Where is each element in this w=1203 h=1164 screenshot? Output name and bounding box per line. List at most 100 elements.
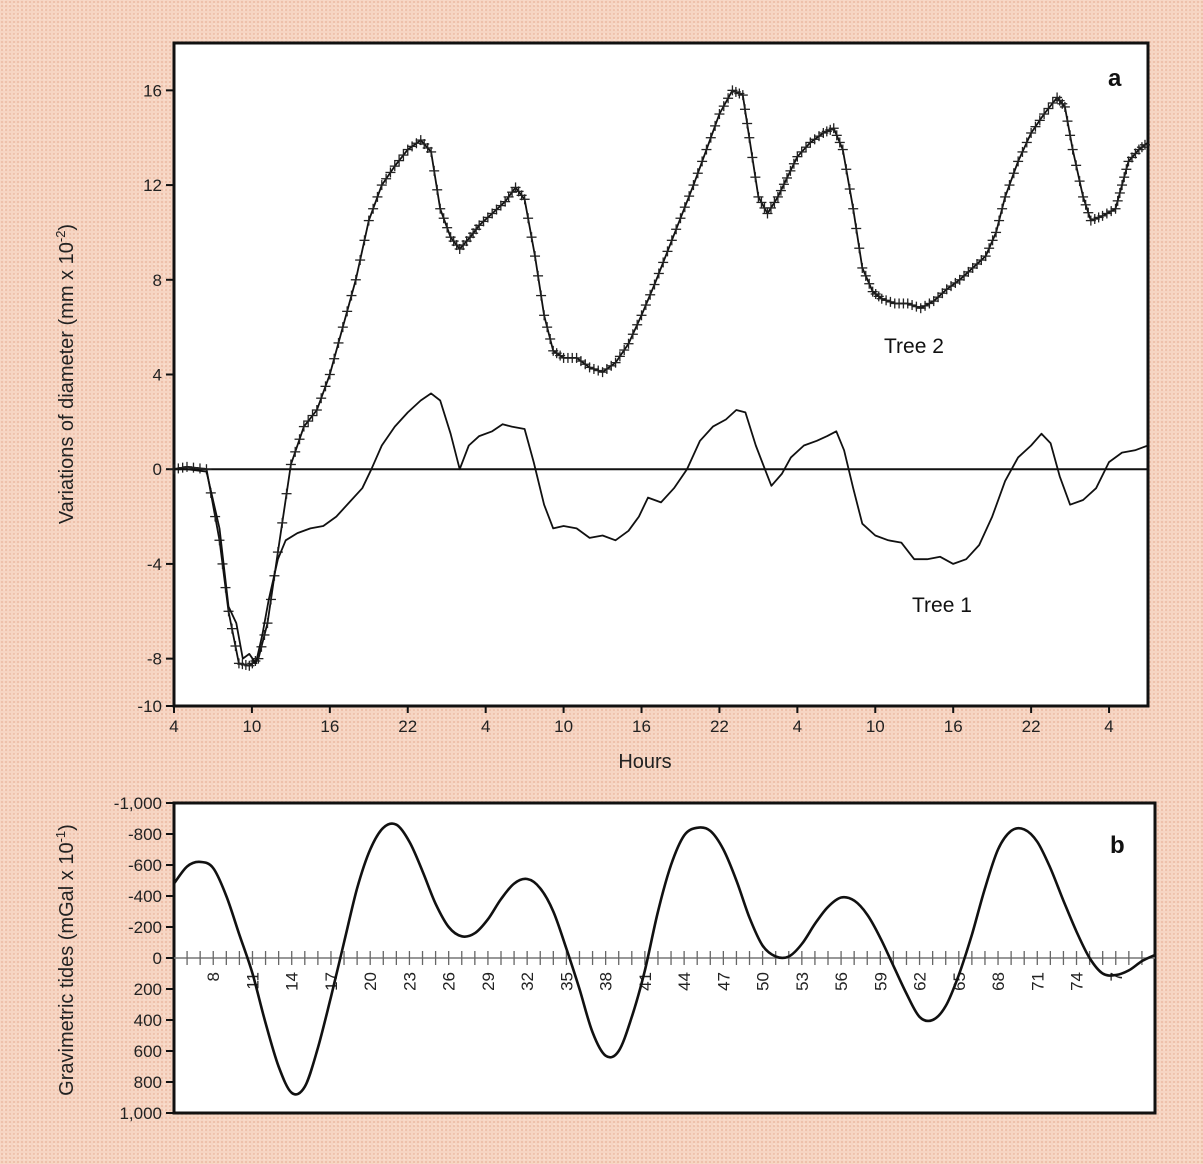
tree-2-marker — [623, 338, 634, 349]
panel-b-x-tick-label: 71 — [1028, 972, 1047, 991]
tree-2-marker — [177, 462, 188, 473]
tree-2-marker — [355, 255, 366, 266]
panel-a-x-tick-label: 4 — [169, 717, 178, 736]
panel-a-x-axis-title: Hours — [618, 751, 671, 773]
series-label-tree-2: Tree 2 — [884, 335, 944, 358]
tree-2-marker — [984, 243, 995, 254]
tree-2-marker — [316, 393, 327, 404]
panel-a-x-tick-label: 22 — [710, 717, 729, 736]
tree-2-marker — [692, 168, 703, 179]
panel-a-y-axis-title-close: ) — [56, 224, 78, 231]
tree-2-marker — [1097, 210, 1108, 221]
tree-2-marker — [435, 203, 446, 214]
panel-b-x-tick-label: 68 — [989, 972, 1008, 991]
tree-2-marker — [718, 101, 729, 112]
tree-2-marker — [881, 295, 892, 306]
tree-2-marker — [381, 173, 392, 184]
tree-2-marker — [854, 243, 865, 254]
tree-2-marker — [290, 446, 301, 457]
panel-b-minor-ticks — [186, 951, 1143, 965]
tree-2-marker — [710, 120, 721, 131]
tree-2-marker — [277, 517, 288, 528]
tree-2-marker — [389, 161, 400, 172]
tree-2-marker — [320, 381, 331, 392]
tree-2-marker — [342, 306, 353, 317]
panel-a-x-tick-label: 16 — [944, 717, 963, 736]
tree-2-marker — [303, 416, 314, 427]
panel-a-x-tick-label: 16 — [320, 717, 339, 736]
panel-b-y-tick-label: 800 — [134, 1073, 162, 1092]
tree-2-marker — [536, 290, 547, 301]
panel-b-y-tick-label: -400 — [128, 887, 162, 906]
panel-b-letter: b — [1110, 832, 1125, 859]
tree-2-marker — [426, 146, 437, 157]
tree-2-marker — [1067, 144, 1078, 155]
tree-2-marker — [697, 156, 708, 167]
gravimetric-tide-curve — [172, 822, 1156, 1096]
tree-2-marker — [684, 191, 695, 202]
tree-2-marker — [649, 279, 660, 290]
tree-2-marker — [372, 191, 383, 202]
tree-2-marker — [632, 319, 643, 330]
tree-2-marker — [645, 289, 656, 300]
tree-2-marker — [1112, 195, 1123, 206]
tree-2-marker — [324, 369, 335, 380]
tree-2-marker — [753, 191, 764, 202]
panel-a-x-tick-label: 4 — [1104, 717, 1113, 736]
tree-2-marker — [1078, 191, 1089, 202]
tree-2-marker — [359, 235, 370, 246]
tree-2-marker — [333, 337, 344, 348]
panel-b-y-tick-label: 200 — [134, 980, 162, 999]
tree-2-marker — [848, 203, 859, 214]
panel-a-y-tick-label: -10 — [137, 697, 162, 716]
tree-2-marker — [675, 213, 686, 224]
panel-b-x-tick-label: 8 — [204, 972, 223, 981]
panel-b-x-tick-label: 20 — [361, 972, 380, 991]
panel-b-x-tick-label: 47 — [714, 972, 733, 991]
panel-b-x-tick-label: 7 — [1107, 972, 1126, 981]
panel-b-x-tick-label: 32 — [518, 972, 537, 991]
tree-2-marker — [785, 165, 796, 176]
tree-2-marker — [227, 623, 238, 634]
tree-2-marker — [658, 257, 669, 268]
tree-2-marker — [1117, 180, 1128, 191]
tree-2-marker — [994, 215, 1005, 226]
panel-a-y-axis-title-main: Variations of diameter (mm x 10 — [56, 242, 78, 524]
tree-2-marker — [997, 203, 1008, 214]
panel-b-y-ticks: -1,000 -800 -600 -400 -200 0 200 400 600 800 1,000 — [114, 794, 174, 1123]
panel-a-y-axis-title-exp: -2 — [53, 231, 68, 243]
panel-b-y-tick-label: 0 — [153, 949, 162, 968]
panel-b-x-tick-label: 26 — [440, 972, 459, 991]
tree-2-marker — [750, 172, 761, 183]
panel-b-x-tick-label: 35 — [557, 972, 576, 991]
tree-2-marker — [376, 180, 387, 191]
tree-2-marker — [619, 345, 630, 356]
tree-2-marker — [307, 410, 318, 421]
panel-b-x-tick-label: 11 — [243, 972, 262, 990]
tree-2-marker — [385, 167, 396, 178]
tree-2-marker — [1110, 203, 1121, 214]
tree-2-marker — [705, 132, 716, 143]
tree-2-marker — [1080, 199, 1091, 210]
panel-a-x-tick-label: 10 — [242, 717, 261, 736]
panel-a-x-tick-label: 4 — [481, 717, 490, 736]
tree-2-marker — [1101, 208, 1112, 219]
tree-2-marker — [1030, 121, 1041, 132]
panel-b-x-tick-label: 56 — [832, 972, 851, 991]
tree-2-marker — [851, 223, 862, 234]
tree-2-marker — [864, 278, 875, 289]
tree-2-marker — [737, 90, 748, 101]
tree-2-marker — [545, 333, 556, 344]
tree-2-marker — [181, 461, 192, 472]
panel-b-x-tick-label: 41 — [636, 972, 655, 991]
tree-2-marker — [1121, 164, 1132, 175]
panel-b-y-tick-label: 400 — [134, 1011, 162, 1030]
panel-a-x-ticks: 4 10 16 22 4 10 16 22 4 10 16 22 4 — [169, 706, 1114, 736]
tree-2-marker — [834, 137, 845, 148]
tree-2-marker — [1071, 160, 1082, 171]
tree-2-marker — [666, 235, 677, 246]
panel-a-y-ticks: 16 12 8 4 0 -4 -8 -10 — [137, 81, 174, 716]
panel-b-x-tick-label: 53 — [793, 972, 812, 991]
panel-b-y-axis-title-exp: -1 — [53, 831, 68, 843]
